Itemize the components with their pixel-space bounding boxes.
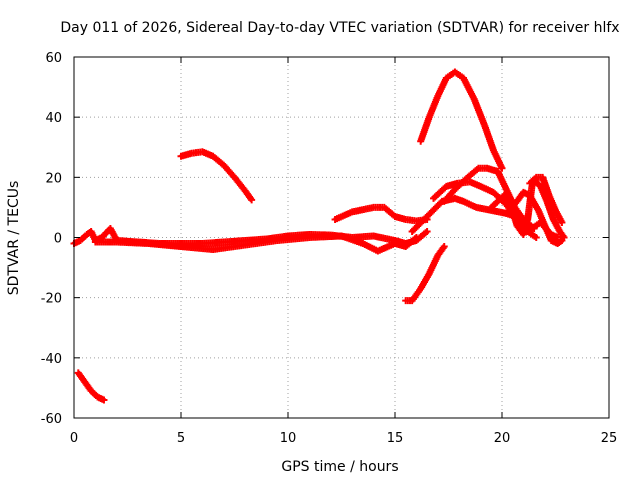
- series-arc-a: [177, 148, 256, 204]
- data-point: [558, 218, 566, 226]
- y-tick-label: 20: [45, 171, 62, 186]
- data-point: [532, 234, 540, 241]
- data-point: [412, 234, 420, 241]
- series-arc-e: [417, 68, 506, 172]
- data-point: [248, 196, 256, 204]
- x-tick-label: 0: [70, 431, 78, 446]
- series-baseline-low: [91, 232, 420, 255]
- data-point: [554, 234, 562, 241]
- x-axis-label: GPS time / hours: [281, 459, 398, 475]
- y-tick-label: 60: [45, 51, 62, 66]
- series-arc-b: [74, 369, 108, 404]
- x-tick-label: 5: [177, 431, 185, 446]
- series-arc-k: [526, 173, 566, 226]
- data-point: [498, 164, 506, 172]
- x-tick-label: 10: [280, 431, 297, 446]
- y-tick-label: -60: [41, 412, 62, 427]
- series-arc-j: [502, 188, 566, 248]
- y-axis-label: SDTVAR / TECUs: [6, 181, 22, 296]
- series-arc-d: [402, 243, 448, 305]
- data-point: [423, 227, 431, 235]
- axis-ticks: 0 5 10 15 20 25 -60 -40 -20 0 20 40 60: [41, 51, 618, 446]
- data-series: [70, 68, 568, 404]
- x-tick-label: 15: [387, 431, 404, 446]
- y-tick-label: 0: [54, 232, 62, 247]
- x-tick-label: 20: [494, 431, 511, 446]
- y-tick-label: -20: [41, 292, 62, 307]
- data-point: [100, 396, 108, 404]
- chart-title: Day 011 of 2026, Sidereal Day-to-day VTE…: [60, 20, 619, 36]
- y-tick-label: 40: [45, 111, 62, 126]
- x-tick-label: 25: [601, 431, 618, 446]
- data-point: [440, 243, 448, 251]
- y-tick-label: -40: [41, 352, 62, 367]
- series-arc-c: [331, 203, 431, 225]
- data-point: [558, 237, 566, 245]
